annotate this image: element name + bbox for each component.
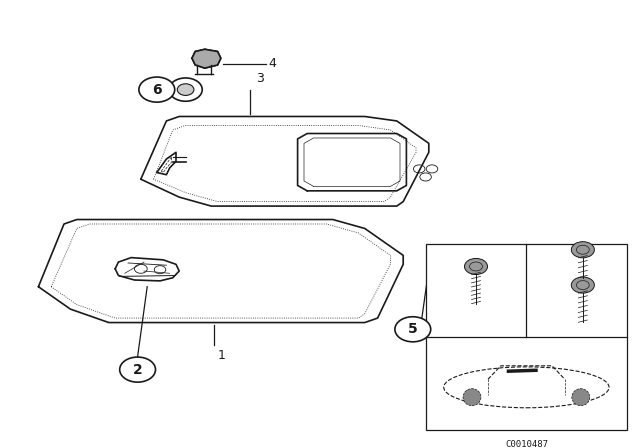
Ellipse shape (572, 389, 590, 406)
Circle shape (169, 78, 202, 101)
Circle shape (572, 277, 595, 293)
Text: 6: 6 (152, 82, 162, 97)
Polygon shape (426, 244, 627, 430)
Circle shape (139, 77, 175, 102)
Text: 3: 3 (256, 72, 264, 85)
Text: 1: 1 (218, 349, 225, 362)
Text: 4: 4 (269, 57, 276, 70)
Polygon shape (192, 49, 221, 68)
Circle shape (465, 258, 488, 275)
Text: 5: 5 (435, 280, 442, 290)
Text: 5: 5 (408, 322, 418, 336)
Circle shape (120, 357, 156, 382)
Text: C0010487: C0010487 (505, 440, 548, 448)
Circle shape (572, 241, 595, 258)
Circle shape (177, 84, 194, 95)
Ellipse shape (463, 389, 481, 406)
Text: 2: 2 (536, 280, 543, 290)
Circle shape (395, 317, 431, 342)
Text: 6: 6 (536, 250, 543, 260)
Text: 2: 2 (132, 362, 143, 377)
